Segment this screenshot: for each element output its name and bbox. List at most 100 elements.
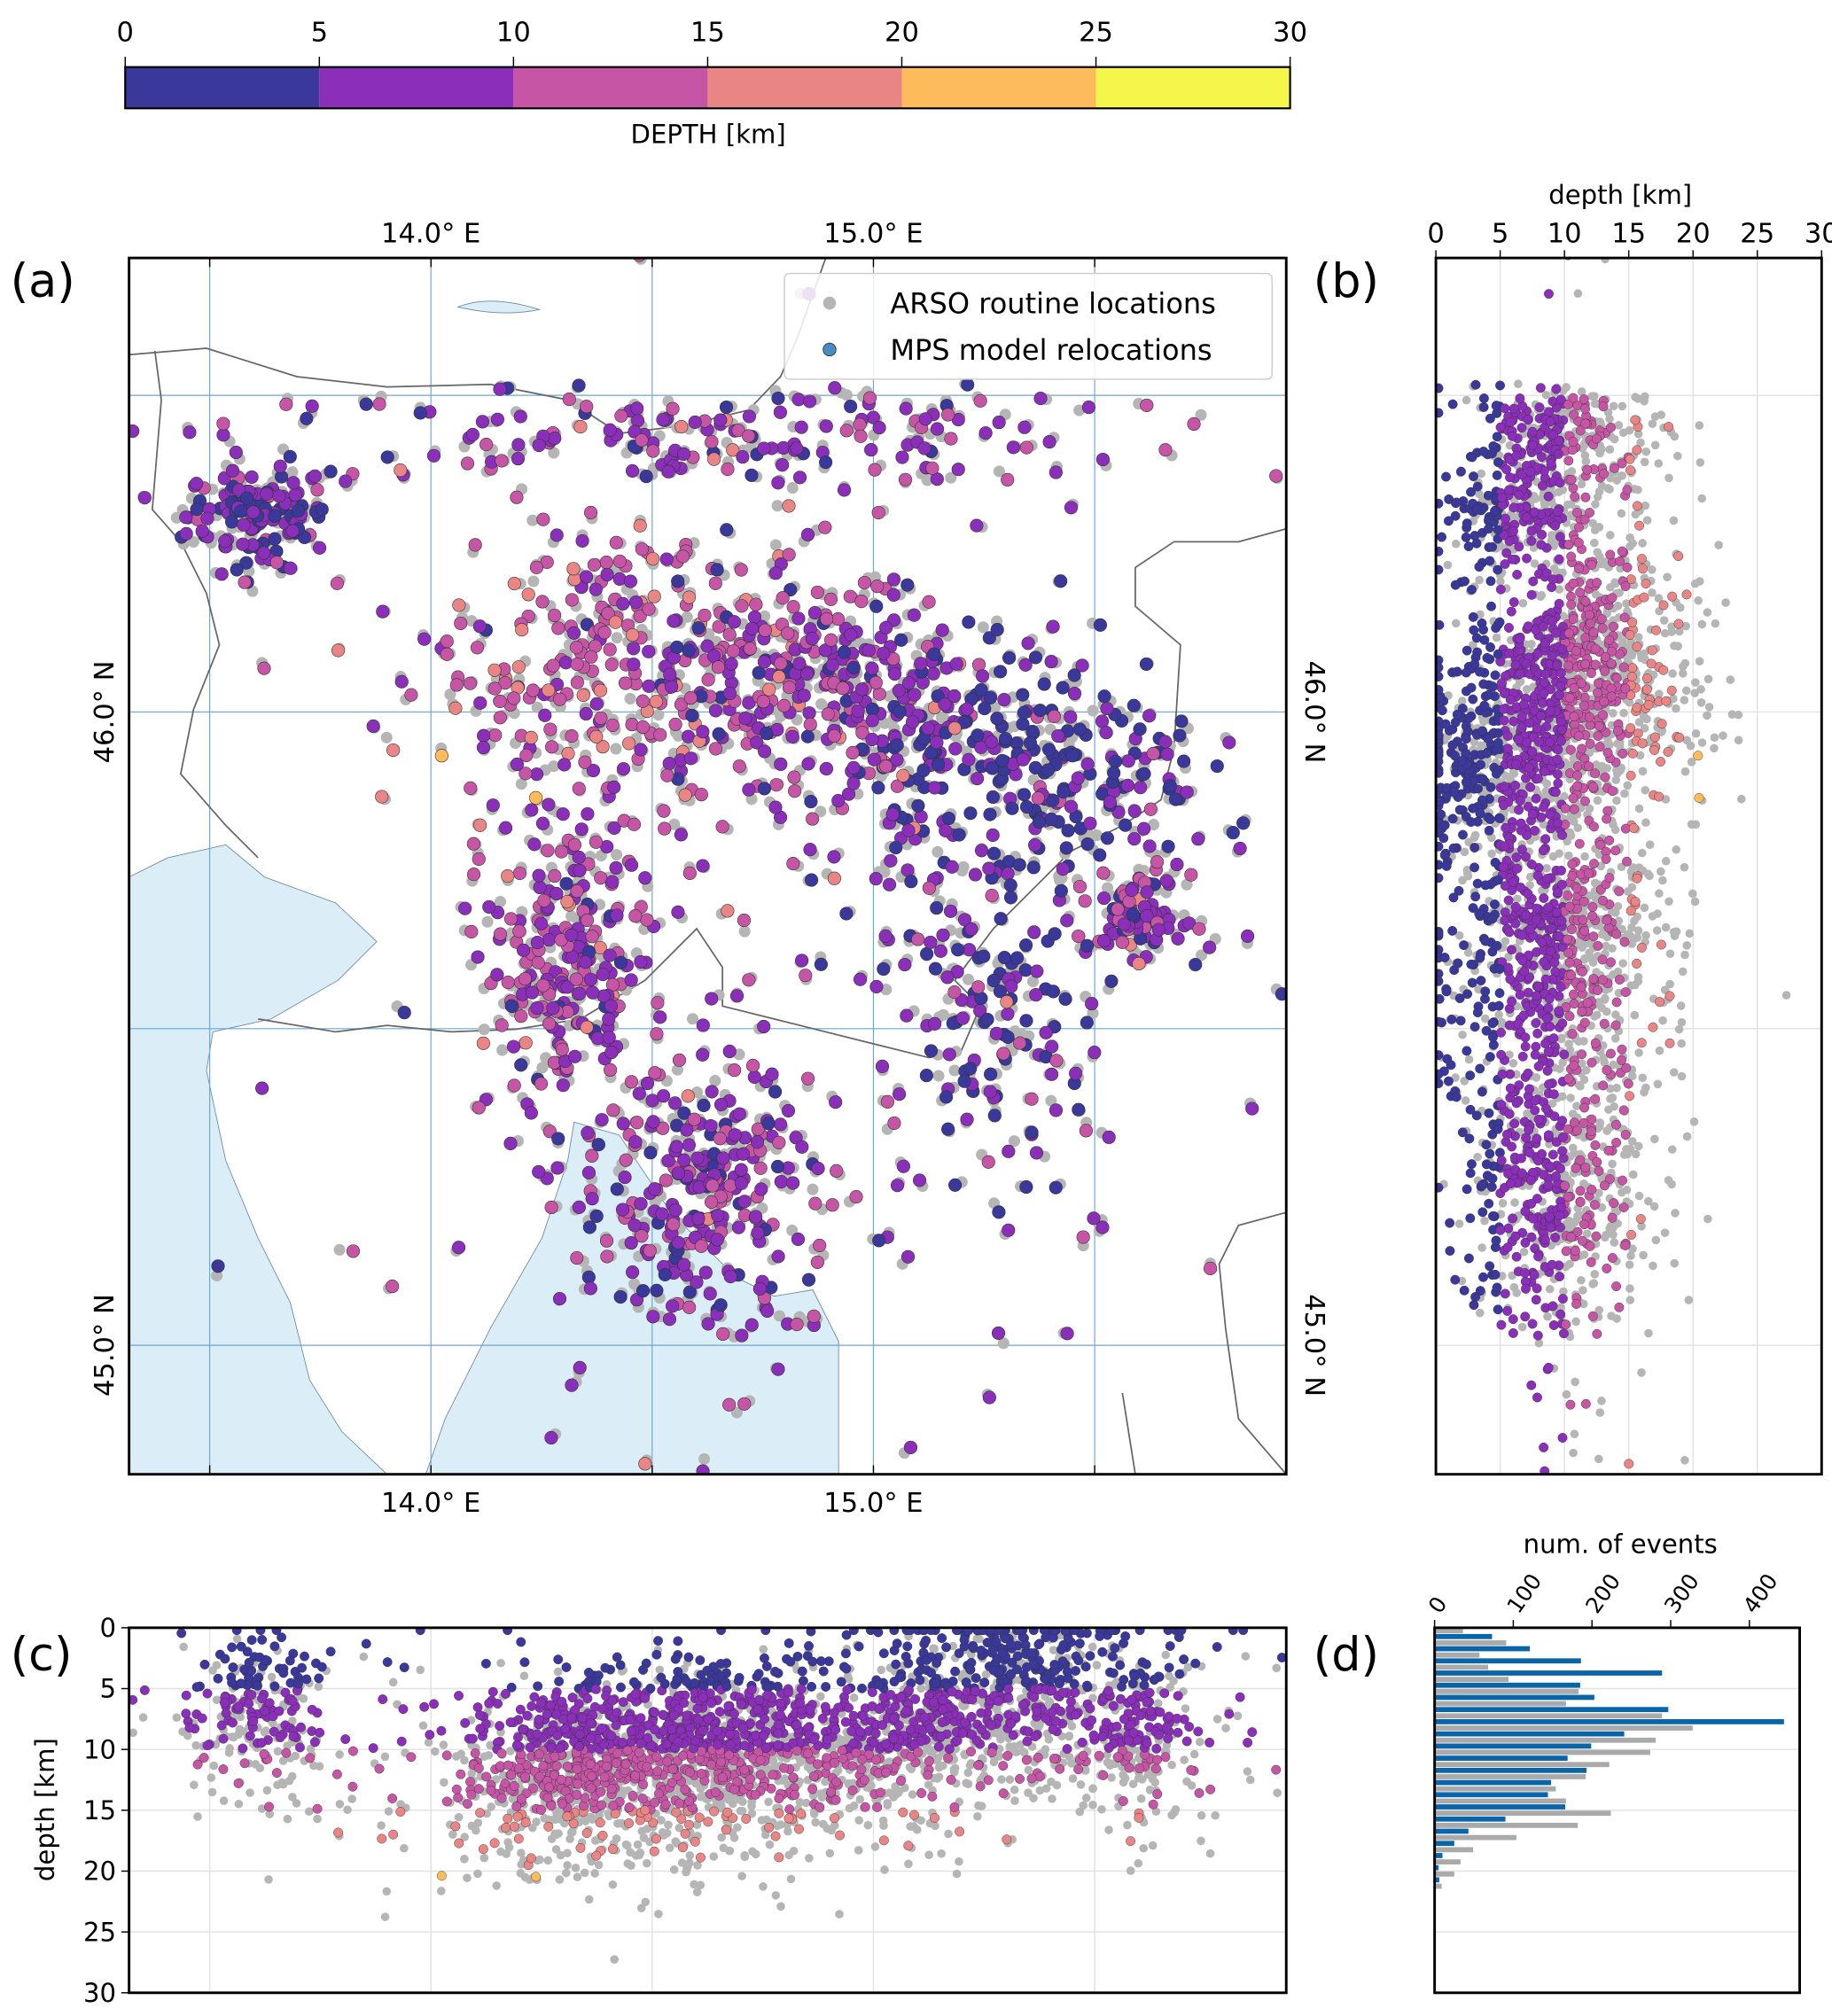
mps-relocation-point	[922, 881, 936, 895]
mps-relocation-point	[960, 1112, 974, 1126]
mps-relocation-point	[1060, 1327, 1074, 1341]
mps-relocation-point	[694, 1239, 708, 1253]
mps-relocation-point	[660, 768, 674, 782]
mps-relocation-point	[541, 844, 555, 858]
arso-depth-point	[1517, 782, 1527, 790]
mps-relocation-point	[1187, 416, 1201, 432]
mps-relocation-point	[769, 778, 783, 792]
mps-relocation-point	[634, 1196, 648, 1210]
mps-relocation-point	[887, 1116, 901, 1130]
arso-depth-point	[1617, 509, 1626, 518]
mps-relocation-point	[811, 1162, 825, 1176]
mps-relocation-point	[570, 883, 584, 899]
mps-relocation-point	[331, 643, 346, 658]
mps-relocation-point	[1039, 1025, 1053, 1039]
mps-relocation-point	[610, 908, 624, 922]
mps-relocation-point	[646, 444, 660, 458]
mps-relocation-point	[511, 438, 526, 452]
mps-relocation-point	[604, 999, 618, 1013]
arso-depth-point	[1615, 741, 1625, 751]
mps-relocation-point	[449, 678, 464, 692]
mps-relocation-point	[653, 728, 667, 742]
mps-relocation-point	[728, 1063, 742, 1078]
mps-relocation-point	[596, 740, 610, 754]
arso-depth-point	[1586, 954, 1595, 963]
lat-label-left: 45.0° N	[90, 1294, 121, 1397]
mps-relocation-point	[729, 989, 744, 1003]
mps-relocation-point	[291, 503, 306, 518]
mps-relocation-point	[951, 943, 965, 957]
mps-relocation-point	[1093, 618, 1107, 632]
mps-relocation-point	[1061, 823, 1075, 837]
mps-relocation-point	[285, 524, 300, 538]
mps-relocation-point	[774, 1117, 788, 1132]
mps-relocation-point	[583, 972, 598, 986]
mps-relocation-point	[548, 432, 562, 446]
mps-relocation-point	[614, 409, 628, 423]
mps-relocation-point	[800, 666, 815, 681]
arso-depth-point	[1641, 785, 1650, 795]
arso-depth-point	[1695, 421, 1704, 430]
mps-relocation-point	[599, 556, 613, 570]
mps-relocation-point	[1072, 722, 1087, 736]
mps-relocation-point	[605, 875, 620, 889]
mps-relocation-point	[803, 717, 817, 732]
mps-relocation-point	[594, 871, 608, 885]
mps-relocation-point	[742, 973, 756, 987]
arso-depth-point	[1661, 856, 1671, 866]
arso-location-point	[211, 1269, 223, 1282]
arso-location-point	[815, 806, 827, 818]
mps-relocation-point	[413, 406, 427, 420]
arso-location-point	[997, 1337, 1010, 1350]
mps-relocation-point	[440, 647, 454, 661]
mps-relocation-point	[1119, 818, 1133, 832]
mps-relocation-point	[580, 1020, 594, 1034]
arso-depth-point	[1595, 559, 1605, 569]
arso-depth-point	[1475, 489, 1484, 499]
arso-depth-point	[1703, 711, 1711, 720]
mps-relocation-point	[1059, 841, 1073, 855]
mps-relocation-point	[968, 868, 983, 882]
mps-relocation-point	[1170, 857, 1184, 872]
arso-depth-point	[1603, 736, 1612, 746]
mps-relocation-point	[958, 913, 972, 927]
arso-depth-point	[1694, 595, 1703, 605]
mps-relocation-point	[339, 474, 353, 488]
mps-relocation-point	[1072, 1102, 1086, 1117]
mps-relocation-point	[715, 820, 729, 834]
mps-relocation-point	[750, 736, 764, 750]
mps-relocation-point	[925, 461, 939, 475]
mps-relocation-point	[619, 1153, 633, 1167]
mps-relocation-point	[376, 604, 390, 619]
mps-relocation-point	[642, 644, 656, 658]
mps-relocation-point	[714, 1097, 729, 1112]
mps-relocation-point	[666, 1299, 680, 1313]
arso-location-point	[478, 1024, 490, 1036]
arso-depth-point	[1606, 473, 1615, 483]
mps-relocation-point	[553, 692, 567, 706]
mps-relocation-point	[919, 1069, 933, 1083]
mps-relocation-point	[698, 1265, 713, 1280]
mps-relocation-point	[551, 1132, 565, 1146]
legend-arso-marker	[822, 296, 837, 310]
mps-relocation-point	[677, 1257, 691, 1272]
mps-relocation-point	[646, 1310, 660, 1324]
mps-relocation-point	[854, 595, 869, 609]
mps-relocation-point	[638, 871, 652, 885]
mps-relocation-point	[760, 726, 774, 740]
mps-relocation-point	[854, 972, 868, 986]
mps-relocation-point	[613, 955, 628, 969]
mps-relocation-point	[757, 782, 772, 796]
mps-relocation-point	[854, 429, 868, 443]
arso-depth-point	[1541, 390, 1551, 400]
mps-relocation-point	[1029, 1146, 1044, 1160]
mps-relocation-point	[824, 633, 838, 647]
mps-relocation-point	[1081, 401, 1096, 415]
mps-relocation-point	[129, 424, 140, 439]
arso-depth-point	[1451, 619, 1461, 628]
arso-depth-point	[1641, 501, 1650, 510]
mps-relocation-point	[659, 552, 674, 566]
mps-relocation-point	[984, 1067, 998, 1081]
mps-relocation-point	[1096, 866, 1111, 880]
mps-relocation-point	[530, 936, 544, 950]
